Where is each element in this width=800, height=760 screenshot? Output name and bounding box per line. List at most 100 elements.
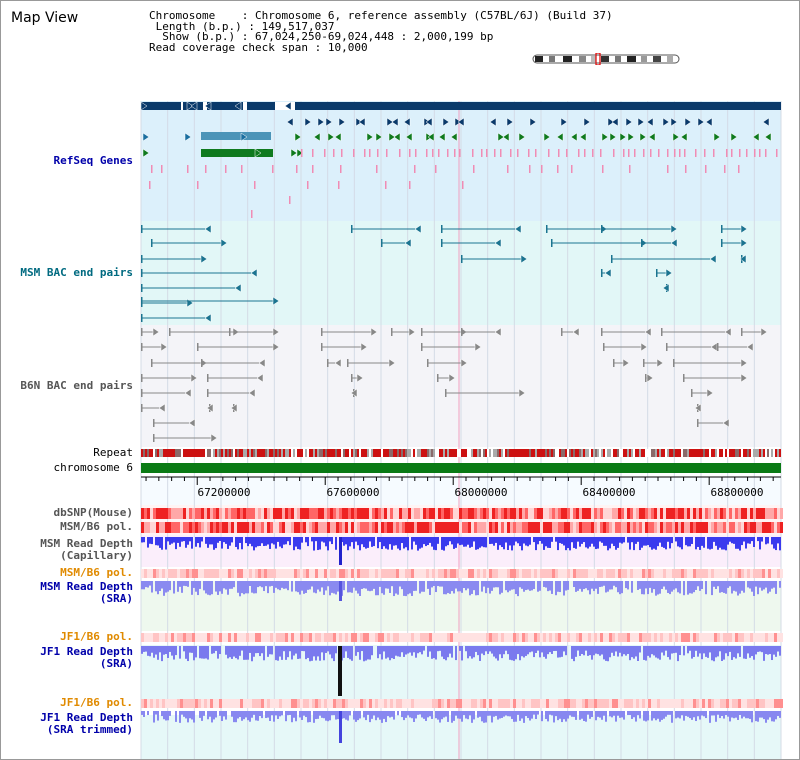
track-label-dbsnp[interactable]: dbSNP(Mouse) [53,506,133,519]
heat-cell [567,633,570,642]
heat-cell [639,508,642,519]
depth-bar [367,537,369,548]
depth-bar [623,711,625,720]
pink-tick [592,149,594,157]
heat-cell [753,569,756,578]
heat-cell [504,508,507,519]
repeat-mark [497,449,499,457]
depth-bar [161,581,163,589]
pink-tick [187,165,189,173]
depth-bar [775,581,777,594]
depth-bar [329,581,331,596]
depth-bar [379,646,381,655]
depth-bar [567,537,569,549]
pink-tick [566,149,568,157]
bac-end-arrow [220,238,228,248]
depth-bar [549,646,551,653]
heat-cell [480,508,483,519]
bac-end-arrow [360,342,368,352]
heat-cell [351,633,354,642]
depth-bar [625,581,627,589]
gene-arrow [570,132,578,142]
heat-cell [777,569,780,578]
depth-bar [635,537,637,544]
track-label-jf1-depth-trimmed[interactable]: JF1 Read Depth [40,711,133,724]
heat-cell [426,508,429,519]
repeat-mark [763,449,765,457]
depth-bar [667,581,669,593]
heat-cell [198,633,201,642]
track-label-jf1-b6-pol[interactable]: JF1/B6 pol. [60,630,133,643]
heat-cell [222,508,225,519]
heat-cell [600,699,603,708]
heat-cell [438,633,441,642]
heat-cell [435,522,438,533]
heat-cell [753,522,756,533]
heat-cell [222,569,225,578]
chromosome-ideogram[interactable] [529,53,683,65]
heat-cell [201,522,204,533]
depth-bar [245,711,247,718]
repeat-mark [327,449,329,457]
track-label-refseq-genes[interactable]: RefSeq Genes [53,154,133,167]
pink-tick [705,165,707,173]
heat-cell [276,699,279,708]
heat-cell [606,569,609,578]
track-label-jf1-b6-pol-trimmed[interactable]: JF1/B6 pol. [60,696,133,709]
repeat-mark [703,449,705,457]
depth-bar [495,711,497,716]
depth-bar [497,537,499,550]
track-label-msm-b6-pol[interactable]: MSM/B6 pol. [60,520,133,533]
heat-cell [429,699,432,708]
track-label-repeat[interactable]: Repeat [93,446,133,459]
depth-bar [201,537,203,542]
heat-cell [726,522,729,533]
depth-bar [711,537,713,549]
heat-cell [597,508,600,519]
depth-bar [465,537,467,547]
heat-cell [516,633,519,642]
repeat-mark [163,449,165,457]
heat-cell [219,569,222,578]
depth-bar [211,537,213,545]
depth-bar [611,646,613,653]
heat-cell [267,522,270,533]
heat-cell [474,633,477,642]
depth-bar [173,646,175,660]
repeat-mark [291,449,293,457]
heat-cell [468,522,471,533]
depth-bar [475,646,477,652]
depth-bar [397,646,399,657]
depth-bar [739,711,741,716]
heat-cell [150,699,153,708]
depth-bar [223,711,225,717]
depth-bar [203,711,205,716]
track-label-chromosome[interactable]: chromosome 6 [53,461,133,474]
repeat-mark [737,449,739,457]
heat-cell [639,569,642,578]
heat-cell [720,699,723,708]
bac-end [741,328,743,336]
heat-cell [252,569,255,578]
heat-cell [474,569,477,578]
heat-cell [483,508,486,519]
depth-bar [173,581,175,594]
depth-bar [619,537,621,543]
track-label-msm-b6-pol-sra[interactable]: MSM/B6 pol. [60,566,133,579]
track-label-jf1-depth-sra[interactable]: JF1 Read Depth [40,645,133,658]
heat-cell [177,569,180,578]
depth-bar [469,537,471,548]
bac-end-arrow [210,433,218,443]
track-label-msm-depth-capillary[interactable]: MSM Read Depth [40,537,133,550]
track-label-msm-bac[interactable]: MSM BAC end pairs [20,266,133,279]
track-label-msm-depth-sra[interactable]: MSM Read Depth [40,580,133,593]
pink-tick [754,149,756,157]
heat-cell [723,633,726,642]
depth-bar [363,581,365,589]
depth-bar [361,581,363,589]
heat-cell [762,569,765,578]
track-label-b6n-bac[interactable]: B6N BAC end pairs [20,379,133,392]
depth-bar [541,537,543,544]
heat-cell [588,633,591,642]
